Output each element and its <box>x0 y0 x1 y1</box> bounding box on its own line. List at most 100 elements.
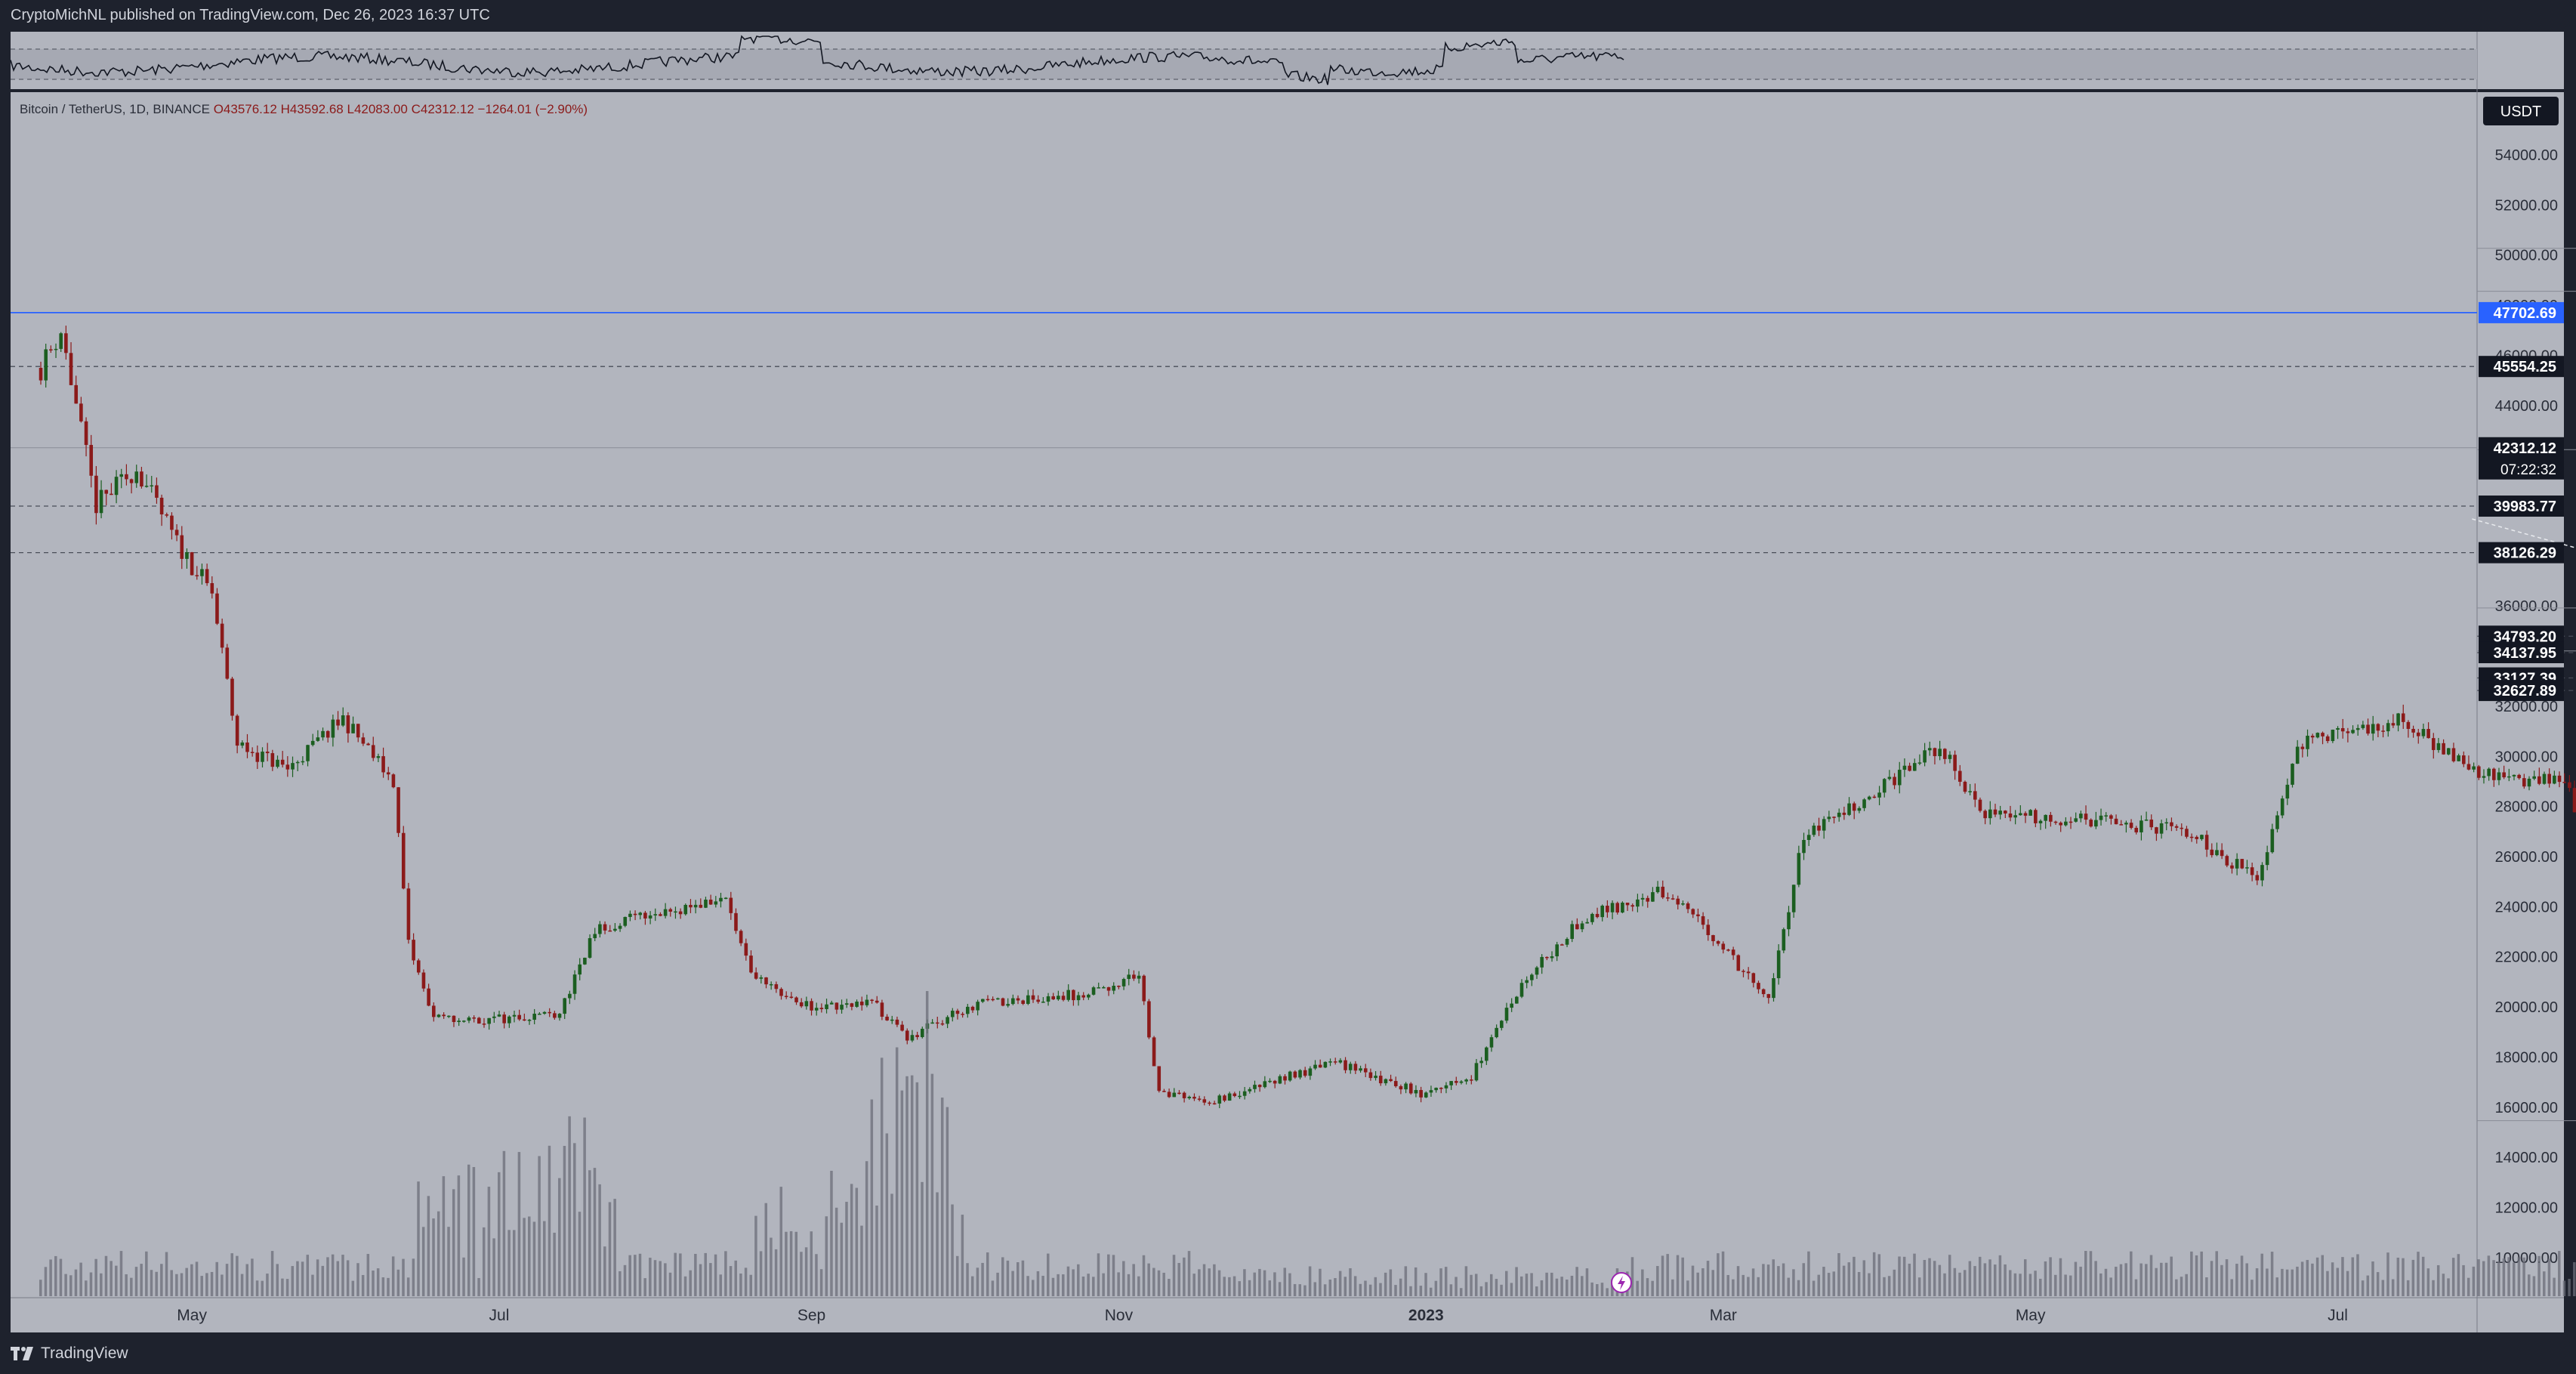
candle-body[interactable] <box>69 353 73 385</box>
candle-body[interactable] <box>693 904 698 908</box>
candle-body[interactable] <box>1661 886 1665 898</box>
candle-body[interactable] <box>1887 777 1892 780</box>
candle-body[interactable] <box>346 715 350 733</box>
candle-body[interactable] <box>2366 724 2370 734</box>
candle-body[interactable] <box>129 479 134 483</box>
candle-body[interactable] <box>2466 764 2471 770</box>
candle-body[interactable] <box>1555 944 1559 957</box>
candle-body[interactable] <box>1621 902 1624 913</box>
candle-body[interactable] <box>940 1023 945 1025</box>
candle-body[interactable] <box>1812 826 1816 835</box>
candle-body[interactable] <box>1464 1079 1468 1082</box>
candle-body[interactable] <box>250 752 255 753</box>
candle-body[interactable] <box>608 930 612 932</box>
candle-body[interactable] <box>1671 898 1675 900</box>
candle-body[interactable] <box>2351 730 2355 733</box>
candle-body[interactable] <box>835 1002 839 1010</box>
candle-body[interactable] <box>2502 772 2506 778</box>
candle-body[interactable] <box>2310 736 2315 738</box>
candle-body[interactable] <box>2119 824 2124 826</box>
candle-body[interactable] <box>431 1005 436 1017</box>
candle-body[interactable] <box>255 752 260 762</box>
candle-body[interactable] <box>875 1000 879 1003</box>
candle-body[interactable] <box>1580 923 1584 930</box>
candle-body[interactable] <box>1908 765 1911 771</box>
candle-body[interactable] <box>276 759 279 767</box>
candle-body[interactable] <box>2553 775 2556 784</box>
candle-body[interactable] <box>2300 746 2305 749</box>
candle-body[interactable] <box>150 485 154 486</box>
candle-body[interactable] <box>1142 975 1146 1002</box>
candle-body[interactable] <box>1081 995 1086 998</box>
candle-body[interactable] <box>1479 1061 1483 1064</box>
candle-body[interactable] <box>2240 859 2244 869</box>
candle-body[interactable] <box>2442 743 2445 755</box>
candle-body[interactable] <box>794 997 798 1002</box>
candle-body[interactable] <box>2250 867 2254 875</box>
candle-body[interactable] <box>1404 1083 1408 1090</box>
candle-body[interactable] <box>1344 1060 1347 1070</box>
candle-body[interactable] <box>1223 1095 1226 1101</box>
candle-body[interactable] <box>386 772 390 775</box>
candle-body[interactable] <box>2104 815 2109 817</box>
candle-body[interactable] <box>170 515 174 530</box>
candle-body[interactable] <box>1102 987 1106 989</box>
candle-body[interactable] <box>396 787 400 833</box>
candle-body[interactable] <box>517 1014 521 1020</box>
candle-body[interactable] <box>739 931 743 943</box>
candle-body[interactable] <box>1389 1079 1393 1082</box>
candle-body[interactable] <box>1595 913 1600 918</box>
candle-body[interactable] <box>548 1011 551 1014</box>
candle-body[interactable] <box>1953 755 1957 771</box>
candle-body[interactable] <box>1459 1081 1464 1083</box>
candle-body[interactable] <box>1021 1000 1025 1004</box>
candle-body[interactable] <box>190 552 194 576</box>
candle-body[interactable] <box>593 934 597 939</box>
candle-body[interactable] <box>1802 839 1806 854</box>
candle-body[interactable] <box>94 475 98 514</box>
candle-body[interactable] <box>1434 1088 1438 1091</box>
candle-body[interactable] <box>1651 892 1655 902</box>
candle-body[interactable] <box>638 912 643 915</box>
candle-body[interactable] <box>1177 1092 1181 1095</box>
candle-body[interactable] <box>280 759 285 765</box>
candle-body[interactable] <box>1162 1091 1166 1092</box>
candle-body[interactable] <box>301 761 305 763</box>
candle-body[interactable] <box>1439 1088 1443 1089</box>
candle-body[interactable] <box>1152 1037 1156 1067</box>
candle-body[interactable] <box>1217 1095 1222 1104</box>
candle-body[interactable] <box>1187 1096 1192 1098</box>
candle-body[interactable] <box>2210 849 2214 856</box>
candle-body[interactable] <box>1822 819 1826 831</box>
candle-body[interactable] <box>457 1020 461 1023</box>
candle-body[interactable] <box>2391 723 2396 726</box>
candle-body[interactable] <box>2401 713 2405 722</box>
candle-body[interactable] <box>633 913 637 915</box>
candle-body[interactable] <box>850 1003 854 1007</box>
candle-body[interactable] <box>2089 820 2093 827</box>
candle-body[interactable] <box>2542 773 2547 784</box>
candle-body[interactable] <box>2149 820 2154 828</box>
candle-body[interactable] <box>966 1006 970 1014</box>
candle-body[interactable] <box>134 471 139 483</box>
candle-body[interactable] <box>1212 1103 1217 1105</box>
candle-body[interactable] <box>412 940 415 961</box>
candle-body[interactable] <box>49 349 53 350</box>
candle-body[interactable] <box>1550 956 1554 959</box>
candle-body[interactable] <box>2295 746 2300 764</box>
candle-body[interactable] <box>643 912 647 919</box>
candle-body[interactable] <box>381 756 385 773</box>
candle-body[interactable] <box>2204 835 2209 850</box>
candle-body[interactable] <box>472 1017 476 1019</box>
candle-body[interactable] <box>2568 782 2571 789</box>
candle-body[interactable] <box>261 752 264 762</box>
candle-body[interactable] <box>195 575 199 576</box>
candle-body[interactable] <box>406 888 411 940</box>
candle-body[interactable] <box>140 471 143 486</box>
candle-body[interactable] <box>2532 776 2536 779</box>
candle-body[interactable] <box>230 678 234 716</box>
candle-body[interactable] <box>1006 1004 1010 1006</box>
candle-body[interactable] <box>1636 899 1640 907</box>
candle-body[interactable] <box>1132 974 1136 979</box>
candle-body[interactable] <box>325 730 330 738</box>
